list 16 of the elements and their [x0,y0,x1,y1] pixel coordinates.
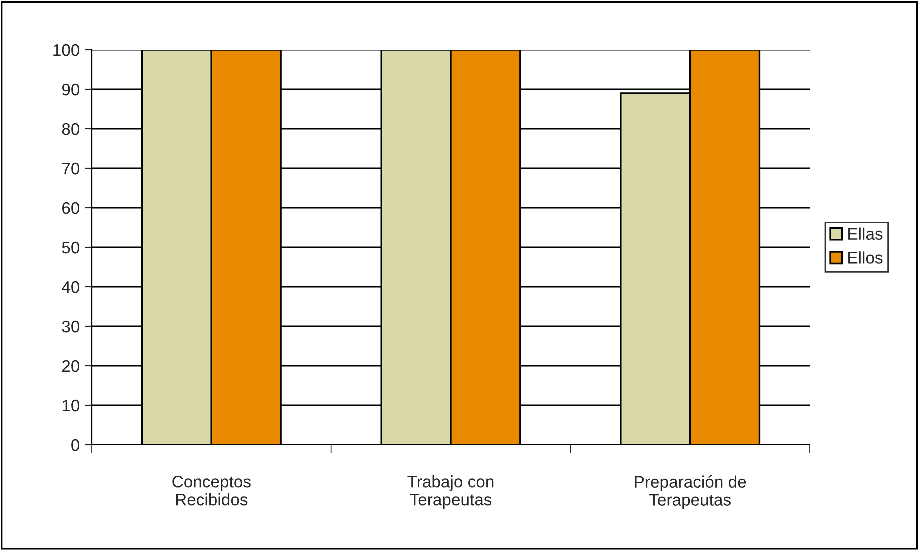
y-tick-label: 50 [62,242,80,254]
x-tick-label: Conceptos Recibidos [172,476,251,506]
legend-label: Ellos [848,252,883,264]
x-tick-label: Preparación de Terapeutas [635,476,746,510]
y-tick-label: 20 [62,360,80,372]
y-tick-label: 90 [62,84,80,96]
y-tick-label: 0 [72,439,80,452]
y-tick-label: 10 [62,400,80,412]
y-tick-label: 70 [62,162,80,175]
y-tick-label: 80 [62,123,80,136]
y-tick-label: 40 [62,281,80,294]
y-tick-label: 30 [62,320,80,333]
x-tick-label: Trabajo con Terapeutas [408,476,494,510]
y-tick-label: 60 [62,202,80,214]
y-tick-label: 100 [54,44,80,56]
legend-label: Ellas [848,228,883,240]
